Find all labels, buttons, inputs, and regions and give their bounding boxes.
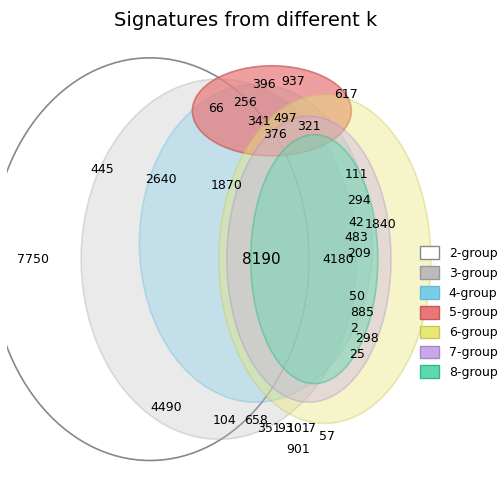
Ellipse shape (81, 79, 357, 439)
Text: 4180: 4180 (322, 253, 354, 266)
Text: 4490: 4490 (150, 401, 182, 414)
Text: 256: 256 (233, 96, 257, 109)
Text: 7750: 7750 (18, 253, 49, 266)
Text: 483: 483 (345, 231, 368, 244)
Text: 42: 42 (349, 216, 364, 229)
Text: 1840: 1840 (364, 218, 396, 231)
Text: 50: 50 (349, 290, 364, 303)
Text: 901: 901 (286, 444, 310, 457)
Ellipse shape (193, 66, 351, 156)
Text: 885: 885 (350, 305, 374, 319)
Text: 445: 445 (90, 163, 114, 175)
Ellipse shape (219, 95, 431, 423)
Text: 937: 937 (281, 75, 305, 88)
Text: 376: 376 (263, 128, 286, 141)
Text: 2: 2 (350, 322, 358, 335)
Ellipse shape (227, 116, 391, 402)
Text: 66: 66 (208, 102, 224, 115)
Text: 658: 658 (244, 414, 268, 427)
Text: 1870: 1870 (211, 178, 243, 192)
Text: 294: 294 (347, 195, 371, 208)
Title: Signatures from different k: Signatures from different k (114, 11, 377, 30)
Text: 25: 25 (349, 348, 364, 361)
Text: 497: 497 (273, 112, 297, 125)
Ellipse shape (250, 135, 378, 384)
Text: 341: 341 (247, 115, 271, 128)
Text: 321: 321 (297, 120, 321, 133)
Text: 57: 57 (320, 430, 336, 443)
Legend: 2-group, 3-group, 4-group, 5-group, 6-group, 7-group, 8-group: 2-group, 3-group, 4-group, 5-group, 6-gr… (416, 242, 501, 383)
Text: 2640: 2640 (145, 173, 176, 186)
Text: 351: 351 (258, 422, 281, 435)
Text: 93: 93 (277, 422, 293, 435)
Text: 209: 209 (347, 247, 371, 261)
Ellipse shape (140, 84, 372, 402)
Text: 8190: 8190 (242, 251, 281, 267)
Text: 7: 7 (307, 422, 316, 435)
Text: 298: 298 (355, 332, 379, 345)
Text: 396: 396 (252, 78, 276, 91)
Text: 104: 104 (212, 414, 236, 427)
Text: 101: 101 (286, 422, 310, 435)
Text: 111: 111 (345, 168, 368, 181)
Text: 617: 617 (334, 88, 358, 101)
